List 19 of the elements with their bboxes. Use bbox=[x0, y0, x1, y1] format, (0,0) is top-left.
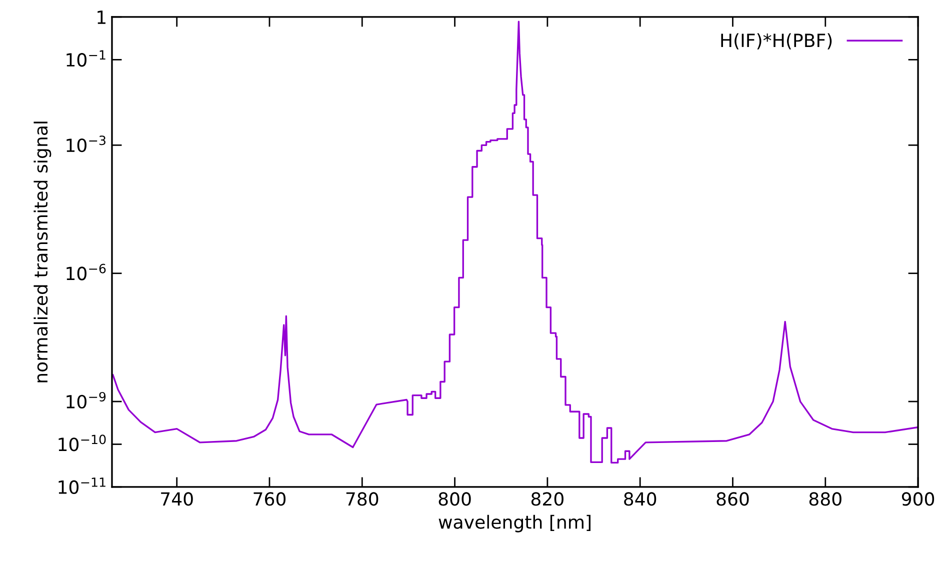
x-tick-label: 800 bbox=[438, 492, 471, 506]
x-tick-label: 880 bbox=[809, 492, 842, 506]
y-axis-title: normalized transmited signal bbox=[34, 122, 52, 382]
y-tick-label: 10$^{−11}$ bbox=[58, 478, 106, 494]
x-tick-label: 820 bbox=[531, 492, 564, 506]
x-tick-label: 900 bbox=[902, 492, 934, 506]
y-tick-label: 10$^{−10}$ bbox=[58, 434, 106, 452]
x-tick-label: 780 bbox=[346, 492, 378, 506]
y-tick-label: 10$^{−3}$ bbox=[66, 136, 106, 152]
x-tick-label: 740 bbox=[161, 492, 193, 506]
x-axis-title: wavelength [nm] bbox=[438, 514, 590, 532]
x-tick-label: 840 bbox=[624, 492, 656, 506]
y-tick-label: 10$^{−6}$ bbox=[66, 264, 106, 280]
y-tick-label: 10$^{−9}$ bbox=[66, 392, 106, 408]
x-tick-label: 760 bbox=[254, 492, 286, 506]
y-tick-label: 1 bbox=[98, 10, 106, 24]
legend-label: H(IF)*H(PBF) bbox=[721, 33, 832, 50]
x-tick-label: 860 bbox=[716, 492, 749, 506]
y-tick-label: 10$^{−1}$ bbox=[66, 50, 106, 67]
